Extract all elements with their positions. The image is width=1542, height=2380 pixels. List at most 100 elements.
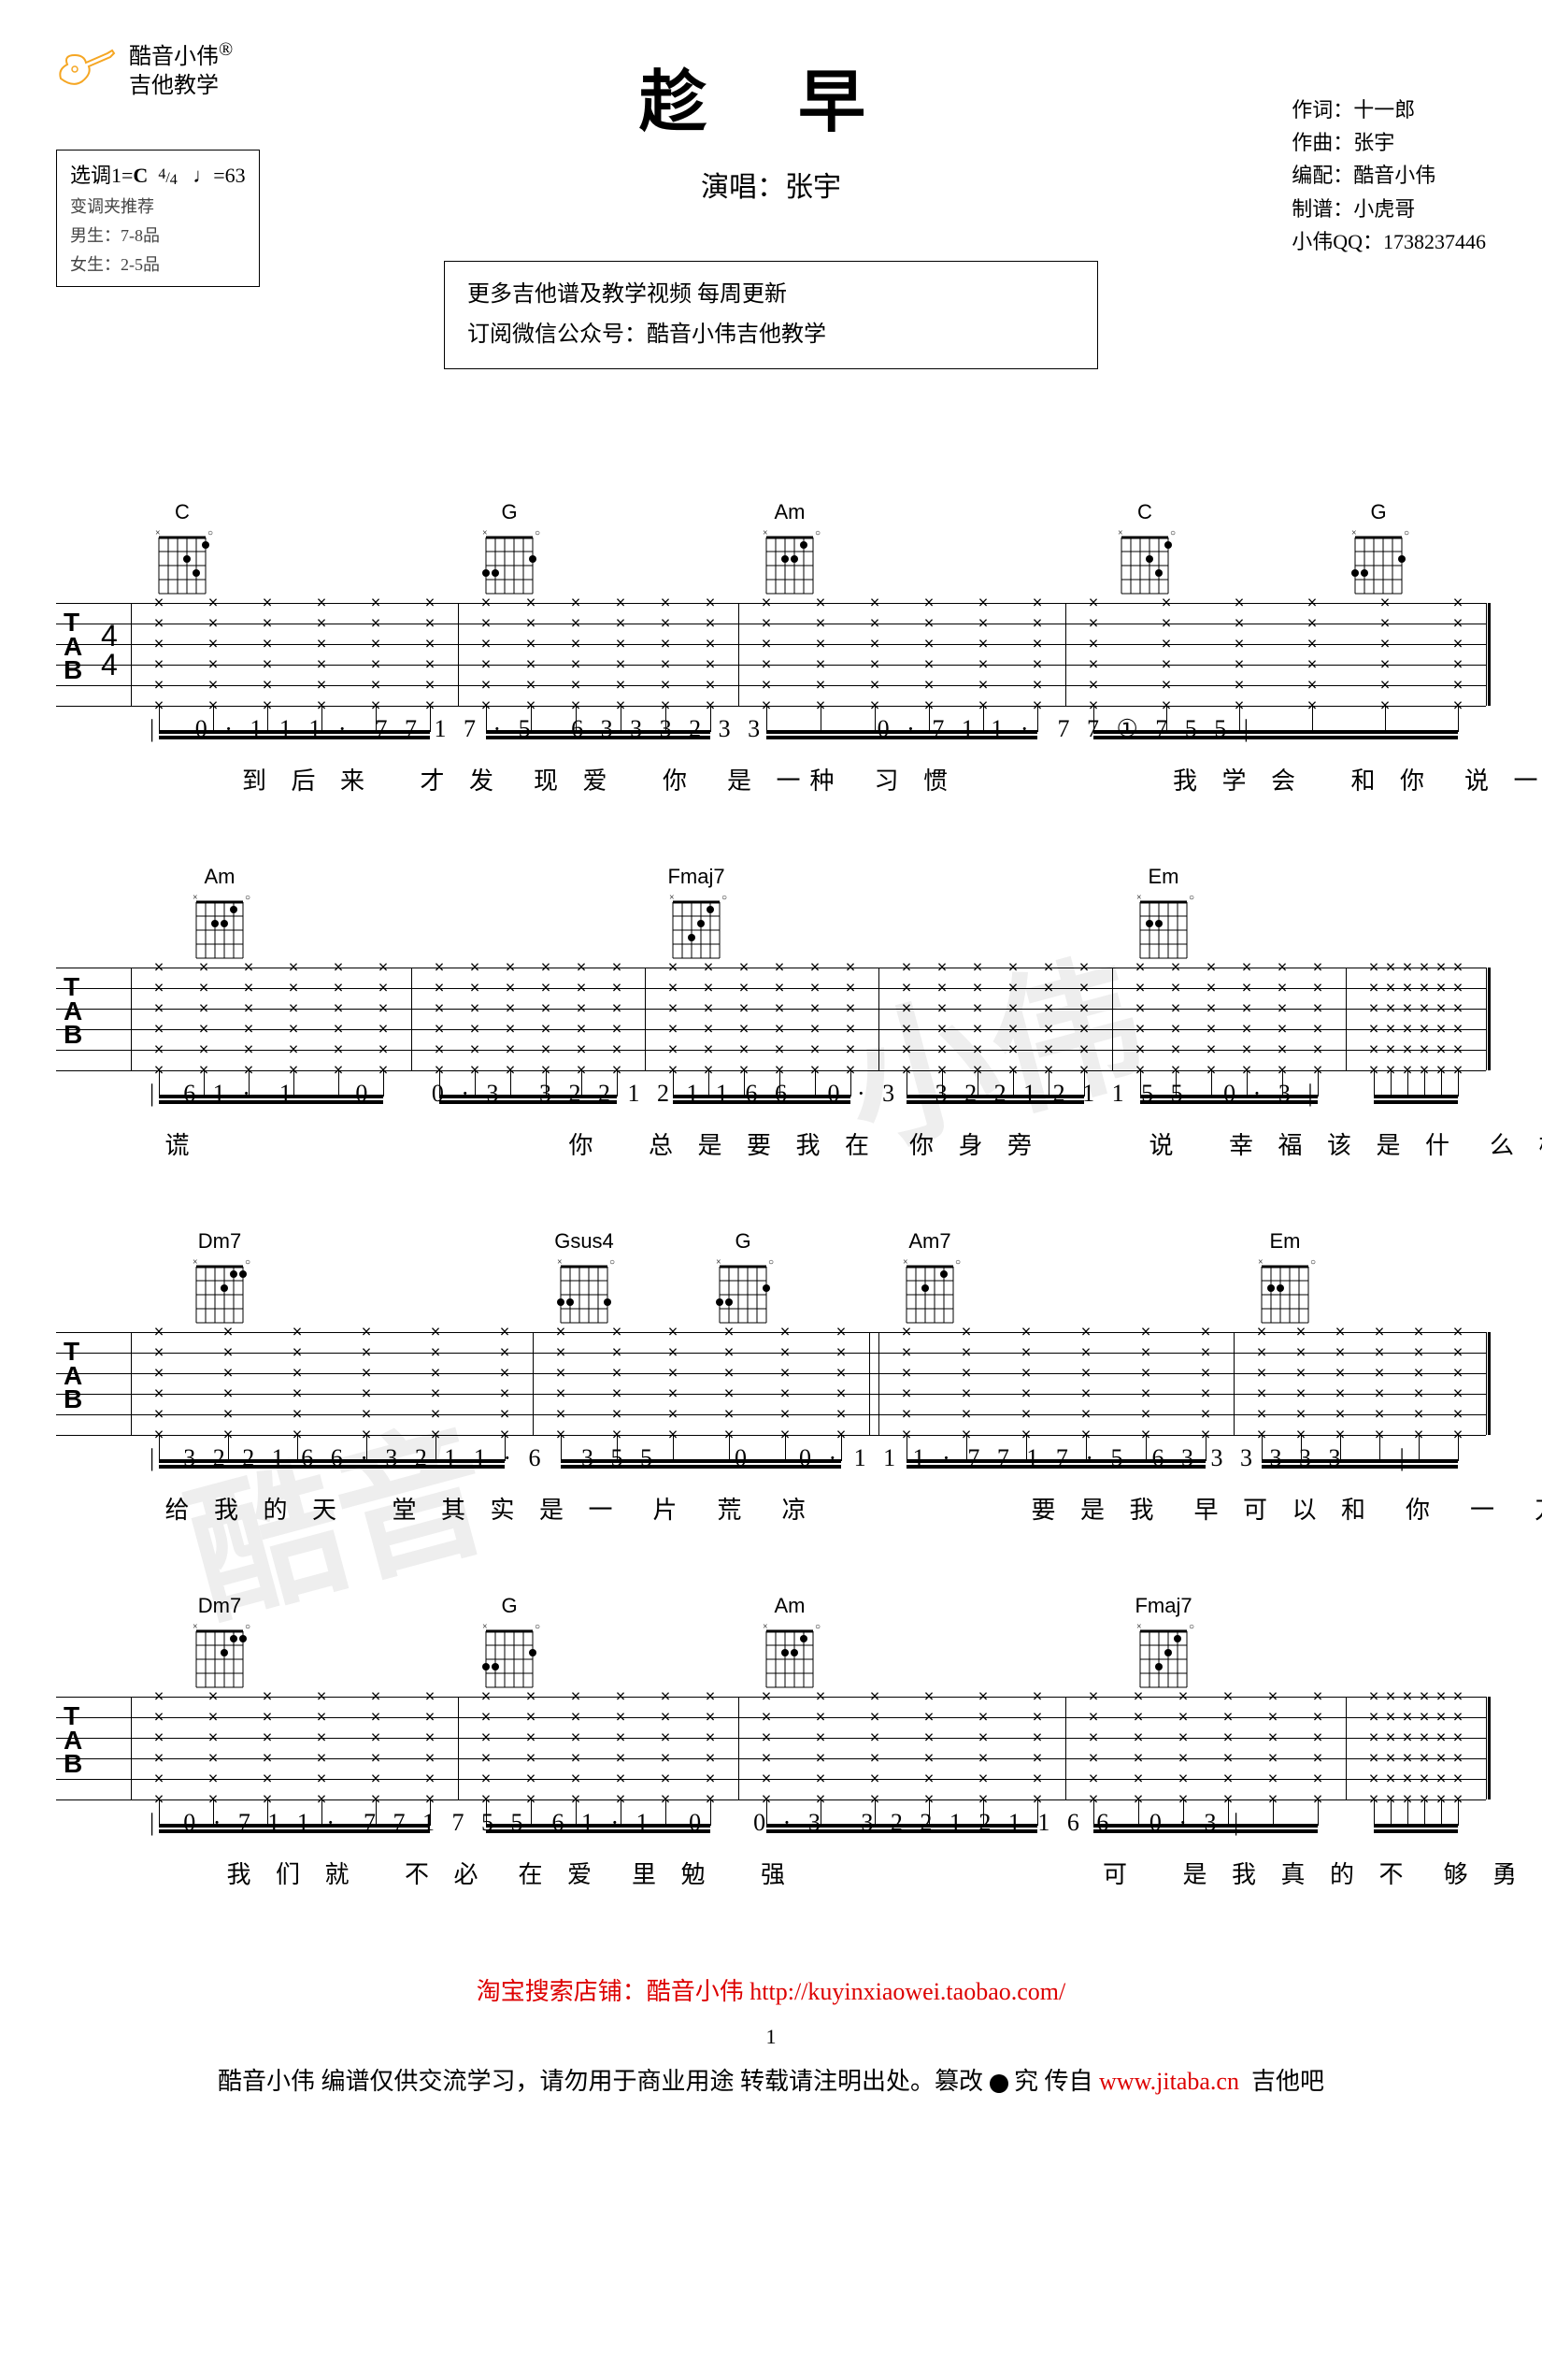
chord-name: Am [187, 865, 252, 889]
svg-text:×: × [1351, 528, 1357, 538]
chord-name: Dm7 [187, 1229, 252, 1254]
time-signature: 44 [101, 622, 118, 679]
svg-text:×: × [193, 893, 198, 903]
lyric-row: 我 们 就 不 必 在 爱 里 勉 强 可 是 我 真 的 不 够 勇 敢 总 [56, 1856, 1486, 1893]
chord-row: Dm7 ×○ G ×○ Am ×○ Fmaj7 ×○ [56, 1594, 1486, 1697]
svg-text:○: ○ [207, 528, 213, 538]
svg-text:○: ○ [245, 1257, 250, 1268]
svg-text:×: × [155, 528, 161, 538]
lyric-row: 谎 你 总 是 要 我 在 你 身 旁 说 幸 福 该 是 什 么 模 样 你 [56, 1126, 1486, 1164]
svg-text:○: ○ [721, 893, 727, 903]
svg-text:×: × [763, 528, 768, 538]
brand-name: 酷音小伟 [129, 45, 219, 69]
chord-diagram: Fmaj7 ×○ [1131, 1594, 1196, 1701]
svg-text:○: ○ [768, 1257, 774, 1268]
svg-text:×: × [557, 1257, 563, 1268]
lyric-row: 到 后 来 才 发 现 爱 你 是 一种 习 惯 我 学 会 和 你 说 一 样… [56, 762, 1486, 799]
song-title: 趁 早 [56, 47, 1486, 145]
chord-name: Fmaj7 [664, 865, 729, 889]
chord-name: Fmaj7 [1131, 1594, 1196, 1618]
svg-text:×: × [193, 1622, 198, 1632]
svg-text:○: ○ [815, 528, 821, 538]
chord-row: C ×○ G ×○ Am ×○ C ×○ G ×○ [56, 500, 1486, 603]
chord-diagram: C ×○ [1112, 500, 1178, 608]
svg-text:×: × [482, 528, 488, 538]
svg-text:×: × [482, 1622, 488, 1632]
brand-sub: 吉他教学 [129, 74, 219, 98]
chord-diagram: G × ○ [477, 1594, 542, 1701]
svg-text:○: ○ [1189, 893, 1194, 903]
tab-staff: TAB×××××××××××××××××××××××××××××××××××××… [56, 1697, 1486, 1799]
jianpu-row: | 3 2 2 1 6 6 · 3 2 1 1 · 6 3 5 5 — 0 0 … [56, 1444, 1486, 1491]
jianpu-row: | 0 · 7 1 1 · 7 7 1 7 5 5 6 1 · 1 0 0 · … [56, 1809, 1486, 1856]
info-box: 更多吉他谱及教学视频 每周更新 订阅微信公众号：酷音小伟吉他教学 [444, 261, 1098, 369]
key-info-box: 选调1=C 4/4 ♩=63 变调夹推荐 男生：7-8品 女生：2-5品 [56, 150, 260, 287]
chord-row: Dm7 × ○ Gsus4 × ○ G × ○ Am7 × ○ Em × ○ [56, 1229, 1486, 1332]
song-subtitle: 演唱：张宇 [56, 164, 1486, 205]
svg-text:○: ○ [1310, 1257, 1316, 1268]
chord-diagram: Am7 × ○ [897, 1229, 963, 1337]
svg-text:×: × [669, 893, 675, 903]
chord-diagram: C × ○ [150, 500, 215, 608]
chord-name: Em [1131, 865, 1196, 889]
svg-text:○: ○ [609, 1257, 615, 1268]
brand-reg: ® [219, 39, 233, 60]
page-footer: 淘宝搜索店铺：酷音小伟 http://kuyinxiaowei.taobao.c… [56, 1968, 1486, 2106]
chord-name: Am [757, 500, 822, 524]
chord-name: Dm7 [187, 1594, 252, 1618]
chord-name: G [477, 500, 542, 524]
svg-text:×: × [763, 1622, 768, 1632]
svg-text:×: × [903, 1257, 908, 1268]
tab-clef: TAB [64, 1340, 82, 1411]
chord-name: Am7 [897, 1229, 963, 1254]
jianpu-row: | 6 1 · 1 0 0 · 3 3 2 2 1 2 1 1 6 6 0 · … [56, 1080, 1486, 1126]
chord-diagram: Gsus4 × ○ [551, 1229, 617, 1337]
chord-name: G [477, 1594, 542, 1618]
chord-diagram: G × ○ [477, 500, 542, 608]
jianpu-row: | 0 · 1 1 1 · 7 7 1 7 · 5 6 3 3 3 2 3 3 … [56, 715, 1486, 762]
chord-name: G [710, 1229, 776, 1254]
svg-text:○: ○ [535, 528, 540, 538]
chord-diagram: Dm7 ×○ [187, 1594, 252, 1701]
chord-diagram: Am × ○ [757, 1594, 822, 1701]
brand-logo: 酷音小伟® 吉他教学 [56, 37, 233, 101]
chord-name: Em [1252, 1229, 1318, 1254]
lyric-row: 给 我 的 天 堂 其 实 是 一 片 荒 凉 要 是 我 早 可 以 和 你 … [56, 1491, 1486, 1528]
chord-row: Am × ○ Fmaj7 × ○ Em × ○ [56, 865, 1486, 968]
chord-diagram: Dm7 × ○ [187, 1229, 252, 1337]
tab-staff: TAB×××××××××××××××××××××××××××××××××××××… [56, 968, 1486, 1070]
svg-text:×: × [1258, 1257, 1264, 1268]
tab-staff: TAB44×××××××××××××××××××××××××××××××××××… [56, 603, 1486, 706]
tab-clef: TAB [64, 1704, 82, 1775]
chord-name: G [1346, 500, 1411, 524]
svg-text:○: ○ [955, 1257, 961, 1268]
svg-text:○: ○ [815, 1622, 821, 1632]
chord-name: Am [757, 1594, 822, 1618]
tab-system: Dm7 ×○ G × ○ Am × ○ Fmaj7 ×○ TAB××××××××××… [56, 1594, 1486, 1893]
tab-system: C ×○ G ×○ Am ×○ C ×○ G ×○ TAB44×××××××××… [56, 500, 1486, 799]
svg-text:○: ○ [245, 893, 250, 903]
svg-text:×: × [1136, 893, 1142, 903]
chord-name: C [1112, 500, 1178, 524]
chord-diagram: G × ○ [710, 1229, 776, 1337]
svg-text:×: × [1118, 528, 1123, 538]
svg-text:○: ○ [1404, 528, 1409, 538]
svg-text:○: ○ [535, 1622, 540, 1632]
svg-text:×: × [193, 1257, 198, 1268]
chord-diagram: Am × ○ [757, 500, 822, 608]
tab-system: Am × ○ Fmaj7 × ○ Em × ○ TAB××××××××××××××××… [56, 865, 1486, 1164]
svg-text:×: × [716, 1257, 721, 1268]
chord-diagram: Am × ○ [187, 865, 252, 972]
chord-name: C [150, 500, 215, 524]
tab-clef: TAB [64, 975, 82, 1046]
svg-text:×: × [1136, 1622, 1142, 1632]
chord-name: Gsus4 [551, 1229, 617, 1254]
chord-diagram: Fmaj7 × ○ [664, 865, 729, 972]
credits-block: 作词：十一郎 作曲：张宇 编配：酷音小伟 制谱：小虎哥 小伟QQ：1738237… [1292, 93, 1486, 258]
chord-diagram: Em × ○ [1131, 865, 1196, 972]
chord-diagram: G × ○ [1346, 500, 1411, 608]
tab-system: Dm7 × ○ Gsus4 × ○ G × ○ Am7 × ○ Em × ○ TAB × × ×… [56, 1229, 1486, 1528]
tab-clef: TAB [64, 610, 82, 681]
chord-diagram: Em × ○ [1252, 1229, 1318, 1337]
guitar-icon [56, 46, 121, 93]
